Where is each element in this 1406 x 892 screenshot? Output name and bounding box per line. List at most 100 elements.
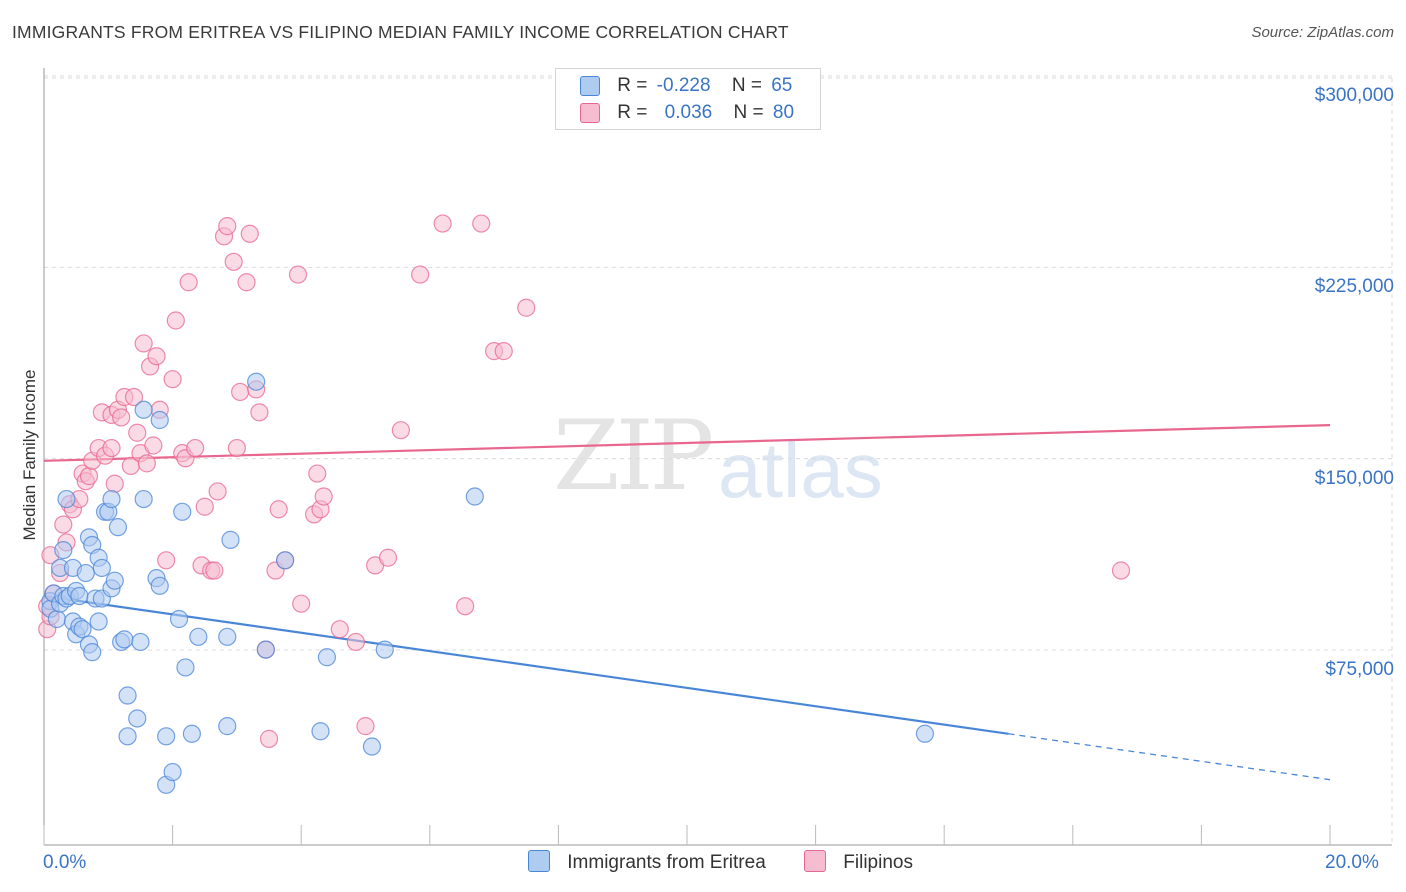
eritrea-point	[47, 609, 66, 629]
trend-line	[43, 594, 1009, 735]
axes	[43, 68, 1392, 846]
x-tick-label-max: 20.0%	[1325, 852, 1379, 873]
filipino-point	[250, 403, 269, 422]
eritrea-point	[163, 762, 182, 782]
filipino-point	[134, 334, 153, 353]
eritrea-point	[108, 518, 128, 537]
y-tick-label: $225,000	[1314, 276, 1394, 298]
eritrea-point	[118, 727, 137, 746]
grid-lines	[44, 75, 1393, 845]
filipino-point	[124, 387, 144, 407]
filipino-point	[314, 487, 333, 506]
eritrea-point	[131, 632, 150, 652]
eritrea-point	[311, 722, 330, 741]
eritrea-point	[169, 609, 189, 629]
filipino-point	[472, 214, 491, 233]
filipino-point	[237, 273, 256, 292]
eritrea-point	[73, 620, 92, 639]
bottom-legend-swatch-eritrea	[528, 850, 550, 873]
eritrea-point	[150, 576, 169, 595]
eritrea-point	[105, 571, 124, 590]
eritrea-point	[102, 489, 121, 509]
eritrea-point	[128, 709, 147, 728]
eritrea-point	[317, 648, 337, 667]
filipino-point	[346, 632, 365, 652]
eritrea-point	[134, 489, 153, 509]
filipino-point	[54, 515, 73, 534]
filipino-point	[105, 474, 124, 493]
filipino-point	[456, 597, 475, 616]
filipino-point	[240, 224, 259, 243]
legend-n-value: 80	[772, 102, 795, 123]
filipino-point	[144, 436, 163, 455]
filipino-point	[224, 252, 243, 271]
eritrea-point	[182, 724, 201, 743]
filipino-point	[128, 423, 147, 442]
filipino-point	[269, 500, 288, 519]
eritrea-point	[89, 612, 108, 631]
filipino-point	[218, 217, 237, 236]
filipino-point	[102, 438, 121, 458]
filipino-point	[517, 298, 536, 317]
y-tick-label: $300,000	[1314, 85, 1394, 106]
filipino-point	[166, 311, 185, 330]
filipino-point	[157, 551, 176, 570]
filipino-point	[195, 497, 214, 516]
trend-line-extension	[1008, 733, 1331, 781]
filipino-point	[163, 370, 182, 389]
bottom-legend-label-eritrea: Immigrants from Eritrea	[567, 852, 766, 873]
filipino-point	[231, 382, 250, 402]
eritrea-point	[218, 717, 237, 736]
filipino-point	[433, 214, 452, 233]
eritrea-point	[176, 658, 195, 677]
trend-lines	[43, 423, 1331, 781]
legend-n-label: N =	[733, 102, 764, 123]
eritrea-point	[54, 540, 73, 560]
chart-title: IMMIGRANTS FROM ERITREA VS FILIPINO MEDI…	[12, 22, 789, 42]
filipino-point	[292, 594, 311, 613]
bottom-legend-filipinos: Filipinos	[804, 850, 913, 874]
bottom-legend-swatch-filipinos	[804, 850, 826, 873]
filipino-point	[391, 421, 410, 440]
y-axis-label: Median Family Income	[20, 369, 39, 541]
eritrea-point	[57, 489, 76, 509]
filipino-point	[227, 438, 246, 458]
filipino-point	[288, 265, 308, 284]
eritrea-point	[83, 643, 102, 662]
legend-n-value: 65	[771, 75, 793, 96]
y-tick-label: $150,000	[1314, 467, 1394, 489]
filipinos-points	[38, 214, 1131, 748]
y-tick-label: $75,000	[1325, 659, 1394, 680]
eritrea-point	[247, 372, 266, 391]
eritrea-points	[41, 372, 935, 794]
legend-r-value: 0.036	[664, 102, 713, 123]
source-label: Source: ZipAtlas.com	[1251, 24, 1394, 41]
filipino-point	[208, 482, 227, 501]
filipino-point	[330, 620, 349, 639]
eritrea-point	[362, 737, 382, 756]
filipino-point	[356, 717, 375, 736]
eritrea-point	[375, 640, 394, 659]
eritrea-point	[256, 640, 275, 659]
legend-row-eritrea: R = -0.228 N = 65	[580, 75, 792, 99]
legend-row-filipinos: R = 0.036 N = 80	[580, 102, 794, 126]
eritrea-point	[115, 630, 134, 649]
correlation-legend: R = -0.228 N = 65 R = 0.036 N = 80	[555, 68, 821, 130]
legend-r-value: -0.228	[656, 75, 711, 96]
eritrea-point	[221, 530, 240, 549]
eritrea-point	[134, 400, 153, 419]
filipino-point	[378, 548, 398, 567]
filipino-point	[411, 265, 430, 284]
bottom-legend-label-filipinos: Filipinos	[843, 852, 913, 873]
eritrea-point	[218, 627, 237, 646]
eritrea-point	[92, 558, 111, 578]
legend-r-label: R =	[617, 102, 648, 123]
filipino-point	[137, 454, 156, 473]
legend-swatch-filipinos	[580, 102, 600, 123]
eritrea-point	[276, 551, 295, 570]
legend-n-label: N =	[731, 75, 762, 96]
eritrea-point	[76, 563, 95, 583]
filipino-point	[259, 729, 279, 748]
legend-swatch-eritrea	[580, 75, 600, 96]
bottom-legend-eritrea: Immigrants from Eritrea	[528, 850, 766, 874]
